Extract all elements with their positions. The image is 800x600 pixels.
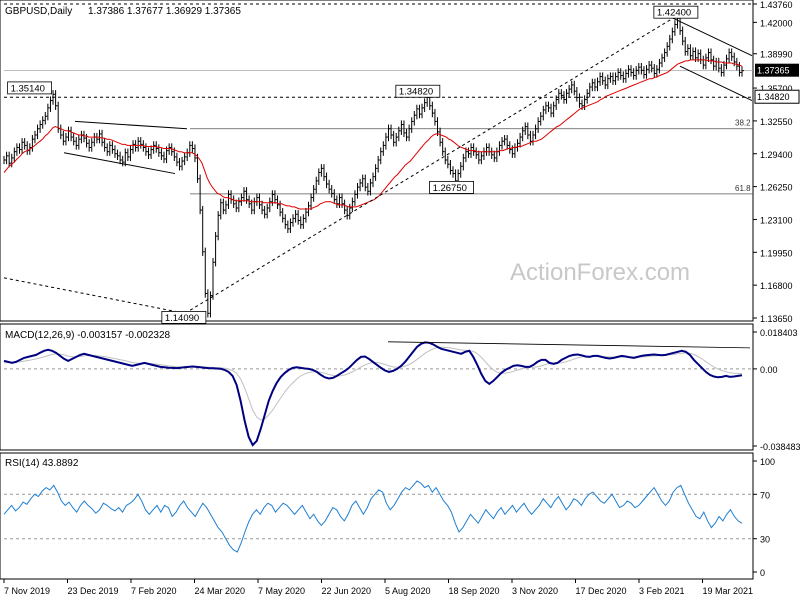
- macd-panel: [0, 323, 754, 451]
- rising-dashed-trendline: [184, 17, 674, 314]
- rsi-series: [3, 480, 753, 553]
- price-tick-label: 1.35700: [760, 84, 793, 94]
- price-tick-label: 1.13650: [760, 314, 793, 324]
- support-price-box: [754, 89, 800, 104]
- fib-level-label: 38.2: [735, 119, 751, 128]
- price-tick-label: 1.26250: [760, 183, 793, 193]
- macd-divergence-line: [387, 341, 751, 349]
- price-annotation-label: 1.26750: [433, 183, 467, 194]
- price-annotation-box: [7, 81, 53, 95]
- rsi-tick-label: 0: [760, 568, 765, 578]
- date-tick-label: 17 Dec 2020: [576, 586, 627, 596]
- flag-upper-line: [74, 120, 188, 130]
- price-tick-label: 1.38990: [760, 50, 793, 60]
- rsi-panel: [0, 452, 754, 580]
- rsi-tick-label: 30: [760, 535, 770, 545]
- channel-upper-line: [672, 17, 753, 57]
- date-tick-label: 7 Nov 2019: [4, 586, 50, 596]
- date-tick-label: 3 Nov 2020: [512, 586, 558, 596]
- price-tick-label: 1.19950: [760, 248, 793, 258]
- macd-title: MACD(12,26,9) -0.003157 -0.002328: [5, 330, 171, 341]
- current-price-label: 1.37365: [757, 66, 790, 76]
- price-annotation-box: [653, 5, 699, 19]
- price-tick-label: 1.42000: [760, 18, 793, 28]
- flag-lower-line: [63, 152, 176, 175]
- price-annotation-box: [429, 180, 474, 194]
- macd-tick-label: 0.00: [760, 365, 778, 375]
- main-annotations: 1.35140 1.34820 1.42400 1.26750 1.14090: [3, 5, 753, 324]
- rsi-title: RSI(14) 43.8892: [5, 458, 79, 469]
- main-series: [3, 14, 744, 318]
- date-tick-label: 7 May 2020: [258, 586, 305, 596]
- support-price-label: 1.34820: [757, 92, 790, 102]
- fib-level-label: 61.8: [735, 184, 751, 193]
- price-annotation-label: 1.14090: [165, 313, 199, 324]
- current-price-box: [755, 63, 799, 77]
- main-gridlines: 38.2 61.8: [4, 3, 753, 195]
- macd-tick-label: 0.018403: [760, 328, 798, 338]
- macd-line: [3, 341, 743, 447]
- price-annotation-label: 1.34820: [399, 87, 433, 98]
- channel-lower-line: [679, 65, 753, 102]
- date-tick-label: 7 Feb 2020: [131, 586, 177, 596]
- macd-tick-label: -0.038483: [760, 442, 800, 452]
- rsi-tick-label: 70: [760, 490, 770, 500]
- rsi-tick-label: 100: [760, 457, 775, 467]
- date-tick-label: 3 Feb 2021: [639, 586, 685, 596]
- macd-axis: 0.018403 0.00 -0.038483: [753, 328, 800, 452]
- price-tick-label: 1.23100: [760, 215, 793, 225]
- watermark: ActionForex.com: [510, 259, 690, 286]
- date-tick-label: 18 Sep 2020: [449, 586, 500, 596]
- price-tick-label: 1.29400: [760, 150, 793, 160]
- price-axis: 1.43760 1.42000 1.38990 1.35700 1.32550 1.294…: [753, 0, 800, 324]
- rsi-line: [3, 480, 743, 553]
- ohlc-readout: 1.37386 1.37677 1.36929 1.37365: [88, 6, 241, 17]
- lower-dashed-trendline: [3, 277, 186, 314]
- date-axis: 7 Nov 2019 23 Dec 2019 7 Feb 2020 24 Mar 20…: [3, 579, 754, 596]
- date-tick-label: 5 Aug 2020: [385, 586, 431, 596]
- date-tick-label: 24 Mar 2020: [195, 586, 246, 596]
- moving-average-line: [3, 59, 743, 210]
- price-tick-label: 1.43760: [760, 0, 793, 10]
- price-tick-label: 1.32550: [760, 117, 793, 127]
- date-tick-label: 19 Mar 2021: [703, 586, 754, 596]
- symbol-label: GBPUSD,Daily: [5, 6, 72, 17]
- price-tick-label: 1.16800: [760, 281, 793, 291]
- price-annotation-label: 1.35140: [11, 83, 45, 94]
- date-tick-label: 23 Dec 2019: [68, 586, 119, 596]
- price-annotation-box: [395, 84, 441, 98]
- price-annotation-label: 1.42400: [657, 8, 691, 19]
- price-annotation-box: [161, 311, 207, 324]
- rsi-axis: 100 70 30 0: [753, 457, 775, 578]
- date-tick-label: 22 Jun 2020: [322, 586, 372, 596]
- macd-series: [3, 341, 753, 447]
